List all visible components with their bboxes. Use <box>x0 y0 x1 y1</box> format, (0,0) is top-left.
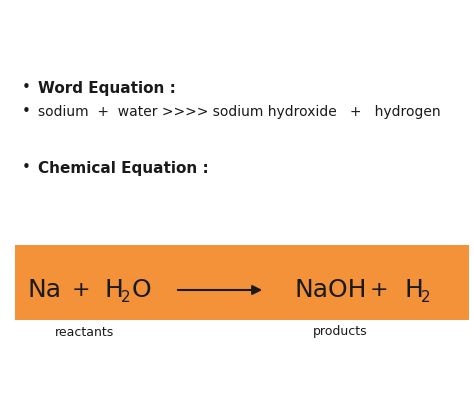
Text: NaOH: NaOH <box>295 278 367 302</box>
Text: sodium  +  water >>>> sodium hydroxide   +   hydrogen: sodium + water >>>> sodium hydroxide + h… <box>38 105 441 119</box>
Text: reactants: reactants <box>55 326 115 338</box>
Text: 2: 2 <box>421 290 430 304</box>
Text: products: products <box>313 326 367 338</box>
Text: •: • <box>22 160 31 176</box>
Text: H: H <box>405 278 424 302</box>
Text: •: • <box>22 81 31 95</box>
Text: H: H <box>105 278 124 302</box>
Text: +: + <box>72 280 91 300</box>
Text: O: O <box>132 278 152 302</box>
Text: Chemical Equation :: Chemical Equation : <box>38 160 209 176</box>
Text: +: + <box>370 280 389 300</box>
Text: Na: Na <box>28 278 62 302</box>
Text: •: • <box>22 105 31 119</box>
Bar <box>15 245 469 320</box>
Text: 2: 2 <box>121 290 131 304</box>
Text: Word Equation :: Word Equation : <box>38 81 176 95</box>
